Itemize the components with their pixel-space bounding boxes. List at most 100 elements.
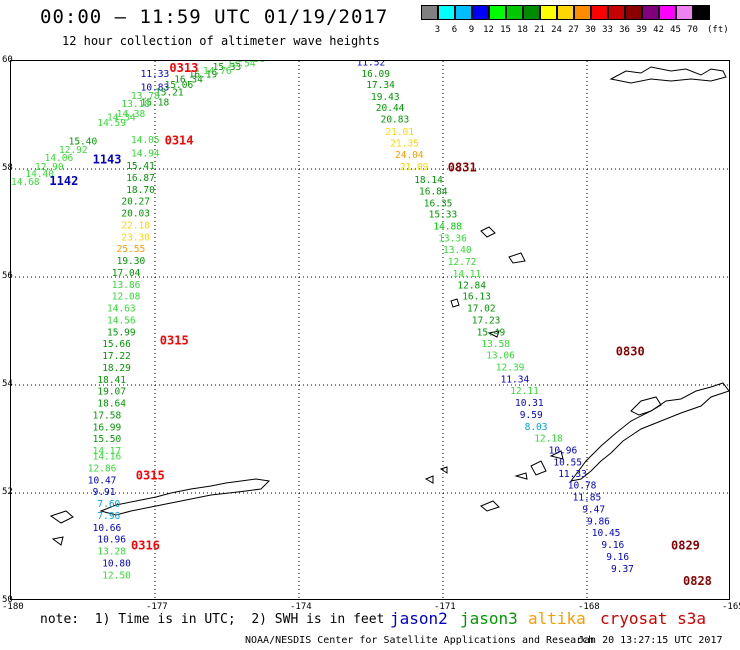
coastline (51, 536, 64, 546)
wave-height-label: 14.38 (117, 109, 146, 120)
longitude-label: -168 (578, 602, 600, 612)
wave-height-label: 7.96 (97, 511, 120, 522)
wave-height-label: 14.06 (45, 153, 74, 164)
wave-height-label: 17.58 (93, 410, 122, 421)
wave-height-label: 9.59 (520, 410, 543, 421)
scale-label: 12 (483, 25, 494, 35)
wave-height-label: 11.34 (501, 374, 530, 385)
wave-height-label: 17.22 (102, 351, 131, 362)
scale-label: 18 (517, 25, 528, 35)
scale-swatch (659, 5, 676, 20)
wave-height-label: 25.55 (117, 244, 146, 255)
wave-height-label: 9.37 (611, 564, 634, 575)
wave-height-label: 20.44 (376, 103, 405, 114)
longitude-label: -174 (290, 602, 312, 612)
coastline (569, 382, 730, 482)
wave-height-label: 14.34 (107, 112, 136, 123)
wave-height-label: 10.55 (553, 457, 582, 468)
wave-height-label: 9.47 (582, 504, 605, 515)
scale-label: 42 (653, 25, 664, 35)
latitude-label: 60 (2, 55, 13, 65)
scale-swatch (642, 5, 659, 20)
wave-height-label: 20.03 (121, 209, 150, 220)
wave-height-label: 14.38 (237, 61, 266, 65)
wave-height-label: 10.66 (93, 523, 122, 534)
latitude-label: 50 (2, 595, 13, 605)
coastline (530, 460, 547, 476)
wave-height-label: 12.72 (448, 257, 477, 268)
wave-height-label: 12.84 (457, 280, 486, 291)
pass-time-label: 1142 (49, 174, 78, 188)
wave-height-label: 10.96 (97, 535, 126, 546)
pass-time-label: 0829 (671, 539, 700, 553)
wave-height-label: 17.04 (112, 268, 141, 279)
wave-height-label: 12.50 (102, 570, 131, 581)
scale-swatch (574, 5, 591, 20)
wave-height-label: 11.33 (141, 69, 170, 80)
pass-time-label: 1143 (93, 153, 122, 167)
map-canvas: 11.5216.0917.3419.4320.4420.8321.0121.35… (11, 61, 731, 601)
wave-height-label: 12.90 (35, 162, 64, 173)
pass-time-label: 0831 (448, 161, 477, 175)
scale-label: 21 (534, 25, 545, 35)
wave-height-label: 9.86 (587, 516, 610, 527)
wave-height-label: 22.10 (121, 220, 150, 231)
coastline (508, 252, 526, 264)
wave-height-label: 19.07 (97, 387, 126, 398)
wave-height-label: 15.18 (141, 97, 170, 108)
wave-height-label: 10.45 (592, 528, 621, 539)
scale-label: 3 (434, 25, 441, 35)
wave-height-label: 16.99 (93, 422, 122, 433)
wave-height-label: 17.23 (472, 315, 501, 326)
pass-time-label: 0828 (683, 574, 712, 588)
scale-label: 9 (468, 25, 475, 35)
credit-line: NOAA/NESDIS Center for Satellite Applica… (245, 635, 595, 646)
scale-swatch (591, 5, 608, 20)
wave-height-label: 17.34 (366, 80, 395, 91)
scale-swatch (438, 5, 455, 20)
wave-height-label: 11.85 (573, 493, 602, 504)
chart-subtitle: 12 hour collection of altimeter wave hei… (62, 34, 380, 48)
pass-time-label: 0315 (160, 334, 189, 348)
pass-time-label: 0313 (169, 61, 198, 75)
scale-swatch (608, 5, 625, 20)
wave-height-label: 14.88 (433, 221, 462, 232)
wave-height-label: 14.16 (93, 452, 122, 463)
wave-height-label: 10.31 (515, 398, 544, 409)
wave-height-label: 14.68 (11, 177, 40, 188)
wave-height-label: 14.05 (131, 135, 160, 146)
wave-height-label: 9.91 (93, 487, 116, 498)
coastline (609, 66, 727, 84)
wave-height-label: 15.66 (102, 339, 131, 350)
coastline (480, 226, 496, 238)
coastline (480, 500, 500, 512)
wave-height-label: 12.92 (59, 145, 88, 156)
wave-height-label: 10.47 (88, 475, 117, 486)
wave-height-label: 14.76 (203, 66, 232, 77)
wave-height-label: 15.06 (165, 80, 194, 91)
coastline (450, 298, 460, 308)
coastline (424, 475, 434, 484)
wave-height-label: 18.70 (126, 185, 155, 196)
scale-label: 70 (687, 25, 698, 35)
wave-height-label: 16.35 (424, 198, 453, 209)
wave-height-label: 23.30 (121, 232, 150, 243)
wave-height-label: 13.40 (443, 245, 472, 256)
wave-height-label: 21.09 (400, 162, 429, 173)
wave-height-label: 13.06 (486, 351, 515, 362)
coastline (99, 478, 271, 516)
wave-height-label: 15.21 (155, 88, 184, 99)
scale-swatch (557, 5, 574, 20)
coastline (514, 472, 528, 480)
scale-swatch (472, 5, 489, 20)
coastline (439, 466, 448, 474)
pass-time-label: 0316 (131, 539, 160, 553)
wave-height-label: 20.27 (121, 197, 150, 208)
wave-height-label: 7.60 (97, 499, 120, 510)
longitude-label: -177 (146, 602, 168, 612)
wave-height-label: 14.94 (131, 149, 160, 160)
wave-height-label: 11.52 (357, 61, 386, 68)
wave-height-label: 18.64 (97, 399, 126, 410)
wave-height-label: 16.84 (419, 186, 448, 197)
wave-height-label: 12.86 (88, 463, 117, 474)
